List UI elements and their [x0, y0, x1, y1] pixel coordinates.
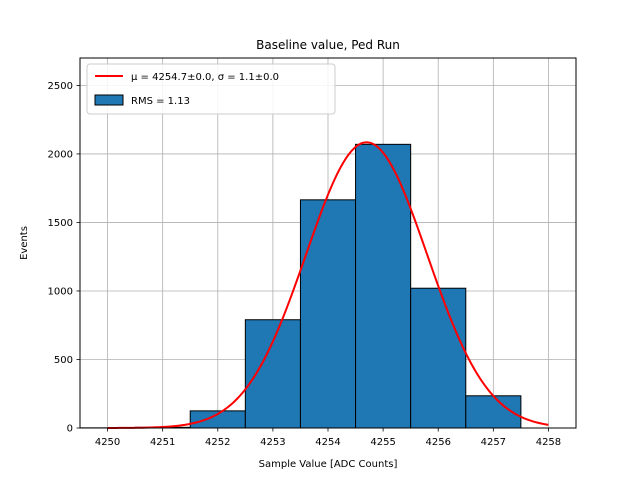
x-tick-label: 4255: [370, 437, 395, 448]
histogram-bar: [355, 143, 412, 429]
x-tick-label: 4257: [481, 437, 506, 448]
x-axis-label: Sample Value [ADC Counts]: [259, 459, 398, 470]
y-tick-label: 1000: [48, 286, 73, 297]
y-tick-label: 500: [54, 355, 73, 366]
legend-box: [86, 63, 336, 115]
x-axis-ticks: 4250 4251 4252 4253 4254 4255 4256 4257 4258: [95, 428, 561, 448]
x-tick-label: 4256: [425, 437, 450, 448]
legend-histogram-label: RMS = 1.13: [131, 96, 190, 107]
y-tick-label: 2500: [48, 81, 73, 92]
histogram-bar: [244, 319, 301, 429]
x-tick-label: 4251: [150, 437, 175, 448]
x-tick-label: 4254: [315, 437, 340, 448]
y-axis-label: Events: [19, 226, 30, 260]
x-tick-label: 4252: [205, 437, 230, 448]
chart-title: Baseline value, Ped Run: [256, 38, 400, 52]
y-axis-ticks: 0 500 1000 1500 2000 2500: [48, 81, 80, 435]
legend-fit-label: μ = 4254.7±0.0, σ = 1.1±0.0: [131, 72, 279, 83]
y-tick-label: 0: [67, 424, 73, 435]
x-tick-label: 4258: [536, 437, 561, 448]
histogram-bars: [79, 143, 522, 429]
histogram-bar: [299, 199, 357, 429]
histogram-bar: [410, 287, 467, 429]
x-tick-label: 4253: [260, 437, 285, 448]
x-tick-label: 4250: [95, 437, 120, 448]
gaussian-fit-curve: [107, 141, 549, 429]
legend: μ = 4254.7±0.0, σ = 1.1±0.0 RMS = 1.13: [86, 63, 336, 115]
y-tick-label: 2000: [48, 149, 73, 160]
y-tick-label: 1500: [48, 218, 73, 229]
legend-histogram-swatch: [94, 94, 124, 106]
